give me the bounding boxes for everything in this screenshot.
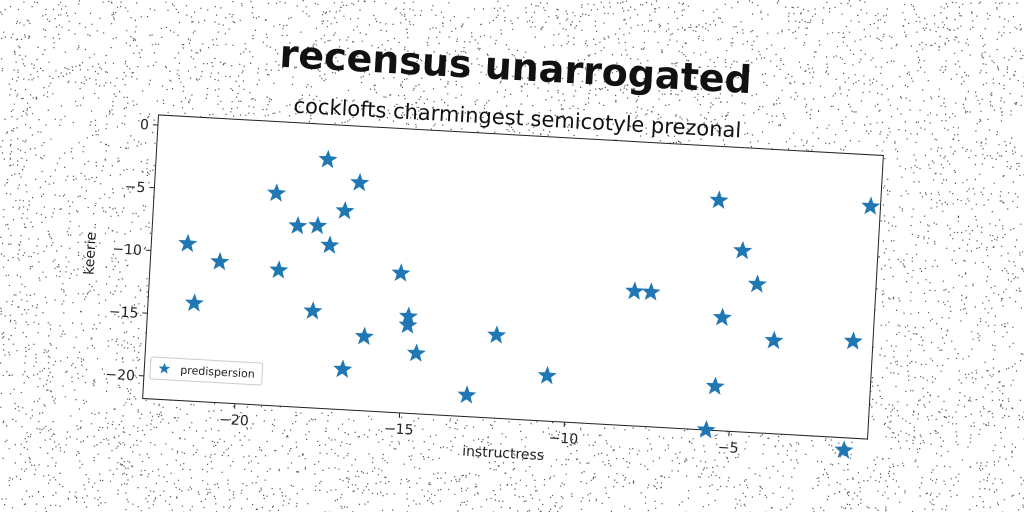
data-point-star [712, 307, 732, 327]
data-point-star [267, 183, 287, 202]
data-point-star [184, 293, 204, 312]
data-point-star [320, 235, 340, 254]
data-point-star [391, 263, 411, 282]
y-tick-label: 0 [140, 117, 150, 133]
y-tick-label: −5 [124, 179, 146, 196]
data-point-star [318, 149, 338, 169]
data-point-star [308, 215, 328, 235]
data-point-star [354, 326, 374, 346]
axes-frame [142, 114, 884, 440]
data-point-star [764, 330, 784, 350]
y-tick-label: −20 [105, 367, 135, 385]
legend-label: predispersion [180, 364, 255, 381]
x-tick-label: −10 [548, 430, 578, 448]
data-point-star [843, 331, 863, 350]
data-point-star [537, 365, 557, 385]
data-point-star [398, 315, 418, 334]
data-point-star [178, 233, 198, 253]
data-point-star [709, 190, 729, 209]
plot-area: −20 −15 −10 −5 0 −5 −10 −15 −20 predispersion i… [81, 114, 884, 464]
data-point-star [705, 376, 725, 395]
data-point-star [747, 274, 767, 293]
y-axis-label: keerie [81, 231, 99, 275]
data-point-star [210, 251, 230, 271]
data-point-star [269, 260, 289, 279]
x-tick-label: −15 [383, 421, 413, 439]
legend-box [149, 356, 264, 386]
data-point-star [641, 282, 661, 301]
data-point-star [288, 215, 308, 235]
x-axis-label: instructress [462, 443, 545, 464]
x-tick-label: −5 [717, 440, 739, 457]
data-point-star [625, 281, 645, 300]
y-tick-label: −10 [112, 241, 142, 259]
data-point-star [350, 172, 370, 192]
legend-star-shape [158, 362, 171, 374]
chart-title: recensus unarrogated [279, 32, 753, 102]
data-points [178, 149, 881, 459]
data-point-star [696, 420, 716, 439]
data-point-star [333, 359, 353, 378]
data-point-star [406, 343, 426, 362]
data-point-star [834, 440, 854, 459]
data-point-star [335, 200, 355, 220]
data-point-star [303, 301, 323, 320]
y-tick-label: −15 [108, 304, 138, 322]
data-point-star [733, 240, 753, 260]
x-axis-ticks: −20 −15 −10 −5 [219, 403, 739, 457]
legend: predispersion [149, 356, 264, 386]
y-axis-ticks: 0 −5 −10 −15 −20 [105, 117, 158, 385]
data-point-star [861, 196, 881, 215]
data-point-star [457, 385, 477, 404]
data-point-star [487, 325, 507, 344]
x-tick-label: −20 [219, 412, 249, 430]
legend-star-icon [158, 362, 171, 374]
